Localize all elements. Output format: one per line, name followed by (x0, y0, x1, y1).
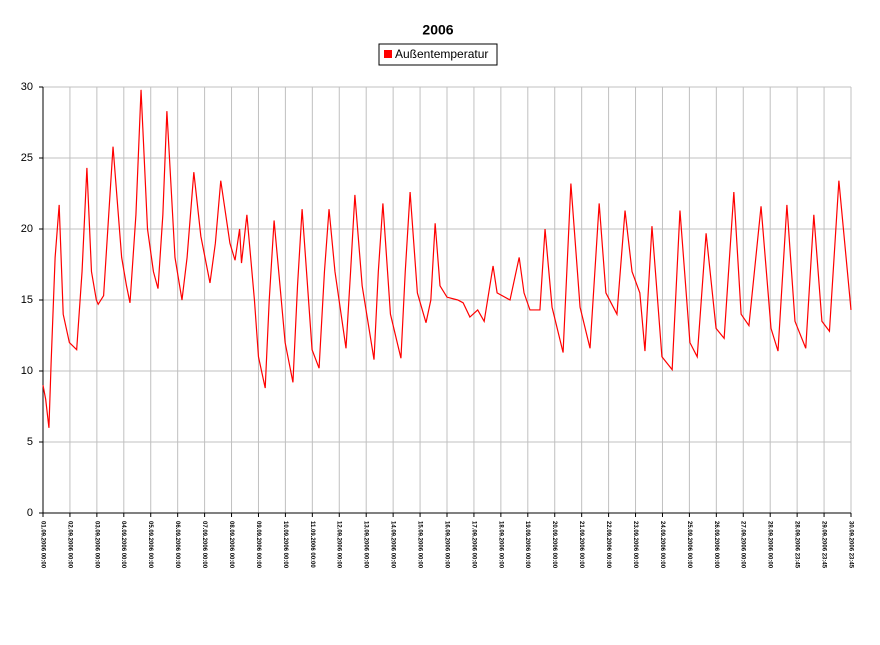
x-tick-label: 05.09.2006 00:00 (147, 521, 153, 569)
data-line (42, 89, 852, 428)
x-tick-label: 28.09.2006 23:45 (794, 521, 800, 569)
legend-label: Außentemperatur (395, 47, 488, 61)
x-tick-label: 13.09.2006 00:00 (363, 521, 369, 569)
y-tick-label: 15 (21, 294, 33, 306)
x-tick-label: 21.09.2006 00:00 (578, 521, 584, 569)
x-tick-label: 27.09.2006 00:00 (740, 521, 746, 569)
x-tick-label: 30.09.2006 23:45 (847, 521, 853, 569)
x-tick-label: 29.09.2006 23:45 (820, 521, 826, 569)
y-tick-label: 5 (27, 436, 33, 448)
y-tick-label: 10 (21, 365, 33, 377)
x-tick-label: 08.09.2006 00:00 (228, 521, 234, 569)
x-tick-label: 17.09.2006 00:00 (470, 521, 476, 569)
x-tick-label: 22.09.2006 00:00 (605, 521, 611, 569)
x-tick-label: 15.09.2006 00:00 (416, 521, 422, 569)
x-tick-label: 23.09.2006 00:00 (632, 521, 638, 569)
x-tick-label: 26.09.2006 00:00 (713, 521, 719, 569)
x-tick-label: 03.09.2006 00:00 (93, 521, 99, 569)
x-tick-label: 20.09.2006 00:00 (551, 521, 557, 569)
x-tick-label: 04.09.2006 00:00 (120, 521, 126, 569)
x-tick-label: 11.09.2006 00:00 (309, 521, 315, 568)
y-tick-label: 25 (21, 152, 33, 164)
y-tick-label: 30 (21, 81, 33, 93)
legend-swatch (384, 50, 392, 58)
x-tick-label: 16.09.2006 00:00 (443, 521, 449, 569)
x-tick-label: 02.09.2006 00:00 (66, 521, 72, 569)
x-tick-label: 12.09.2006 00:00 (336, 521, 342, 569)
x-tick-label: 06.09.2006 00:00 (174, 521, 180, 569)
y-tick-label: 20 (21, 223, 33, 235)
x-tick-label: 18.09.2006 00:00 (497, 521, 503, 569)
x-tick-label: 07.09.2006 00:00 (201, 521, 207, 569)
chart-title: 2006 (422, 22, 453, 38)
x-tick-label: 25.09.2006 00:00 (686, 521, 692, 569)
x-tick-label: 24.09.2006 00:00 (659, 521, 665, 569)
x-tick-label: 28.09.2006 00:00 (767, 521, 773, 569)
legend-box (378, 43, 498, 66)
x-tick-label: 09.09.2006 00:00 (255, 521, 261, 569)
y-tick-label: 0 (27, 507, 33, 519)
x-tick-label: 19.09.2006 00:00 (524, 521, 530, 569)
x-tick-label: 01.09.2006 00:00 (39, 521, 45, 569)
x-tick-label: 10.09.2006 00:00 (282, 521, 288, 569)
x-tick-label: 14.09.2006 00:00 (390, 521, 396, 569)
